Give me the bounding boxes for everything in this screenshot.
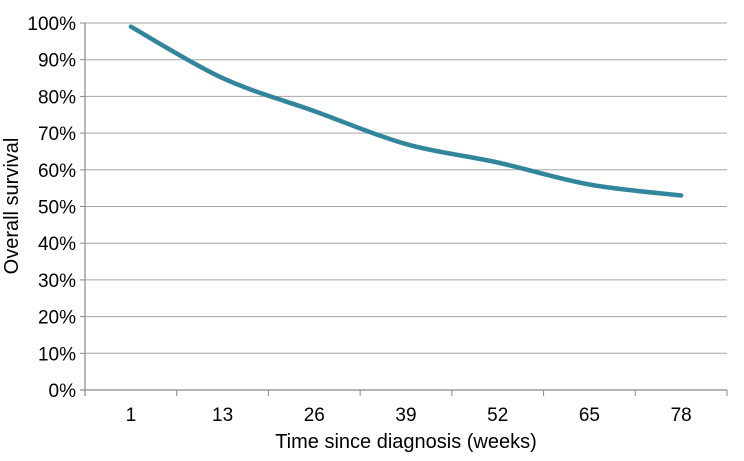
y-axis-title: Overall survival <box>1 137 23 275</box>
y-tick-label: 90% <box>38 51 76 72</box>
y-tick-label: 60% <box>38 161 76 182</box>
x-tick-label: 26 <box>304 405 325 426</box>
y-tick-label: 100% <box>27 14 76 35</box>
x-tick-label: 65 <box>579 405 600 426</box>
y-tick-label: 50% <box>38 198 76 219</box>
x-tick-label: 13 <box>212 405 233 426</box>
y-tick-label: 80% <box>38 87 76 108</box>
y-tick-label: 0% <box>49 381 77 402</box>
x-tick-label: 52 <box>487 405 508 426</box>
y-tick-label: 10% <box>38 344 76 365</box>
x-tick-label: 1 <box>126 405 137 426</box>
x-axis-title: Time since diagnosis (weeks) <box>275 431 537 453</box>
y-tick-label: 40% <box>38 234 76 255</box>
x-tick-label: 78 <box>671 405 692 426</box>
y-tick-label: 70% <box>38 124 76 145</box>
y-tick-label: 20% <box>38 308 76 329</box>
overall-survival-line <box>128 24 684 198</box>
y-tick-label: 30% <box>38 271 76 292</box>
x-tick-label: 39 <box>395 405 416 426</box>
